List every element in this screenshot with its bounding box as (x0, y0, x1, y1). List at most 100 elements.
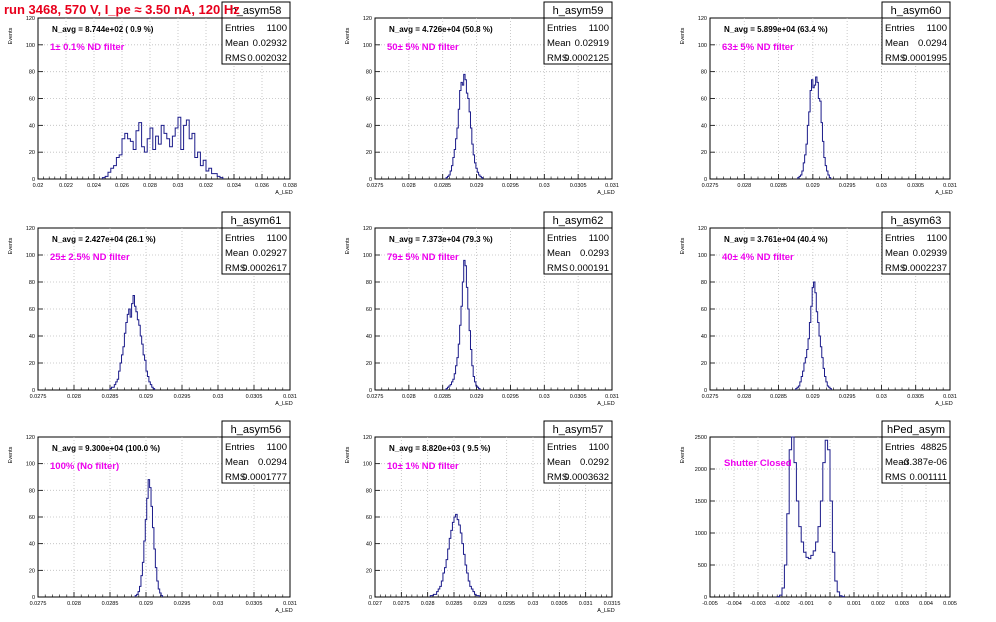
y-tick-label: 40 (29, 123, 35, 129)
x-tick-label: 0.0285 (102, 394, 119, 400)
histogram-panel-h_asym63: 0.0275 0.028 0.0285 0.029 0.0295 0.03 0.0305 0.… (680, 211, 957, 407)
x-tick-label: 0.03 (539, 183, 550, 189)
stats-box (543, 436, 613, 484)
stats-box (881, 436, 951, 484)
y-tick-label: 0 (32, 595, 35, 601)
histogram-name: h_asym60 (891, 5, 942, 17)
stats-label: Mean (225, 38, 249, 49)
n-avg-label: N_avg = 9.300e+04 (100.0 %) (52, 444, 160, 453)
x-tick-label: 0.036 (255, 183, 269, 189)
y-tick-label: 100 (363, 253, 372, 259)
histogram-name: hPed_asym (887, 424, 945, 436)
stats-box (543, 17, 613, 65)
x-tick-label: 0.0285 (102, 601, 119, 607)
histogram-name: h_asym58 (231, 5, 282, 17)
y-tick-label: 100 (26, 462, 35, 468)
x-tick-label: 0.0275 (30, 394, 47, 400)
x-tick-label: 0.004 (919, 601, 933, 607)
histogram-series (109, 295, 156, 390)
y-axis-label: Events (680, 237, 686, 254)
y-tick-label: 100 (26, 253, 35, 259)
y-axis-label: Events (345, 237, 351, 254)
x-tick-label: -0.001 (798, 601, 814, 607)
stats-value: 0.0292 (580, 457, 609, 468)
y-tick-label: 20 (366, 361, 372, 367)
histogram-series (445, 259, 481, 390)
y-tick-label: 60 (701, 97, 707, 103)
stats-value: 0.0002125 (564, 53, 609, 64)
y-axis-label: Events (680, 446, 686, 463)
x-tick-label: 0.03 (173, 183, 184, 189)
y-tick-label: 120 (698, 226, 707, 232)
x-tick-label: 0.002 (871, 601, 885, 607)
y-tick-label: 2500 (695, 435, 707, 441)
y-tick-label: 0 (704, 388, 707, 394)
y-axis-label: Events (8, 27, 14, 44)
histogram-panel-h_asym57: 0.027 0.0275 0.028 0.0285 0.029 0.0295 0.03 0.0… (345, 420, 620, 614)
x-tick-label: 0.0275 (702, 183, 719, 189)
stats-label: Mean (547, 457, 571, 468)
histogram-panel-hPed_asym: -0.005 -0.004 -0.003 -0.002 -0.001 0 0.001 0.00… (680, 420, 957, 607)
y-tick-label: 0 (704, 177, 707, 183)
y-tick-label: 80 (29, 280, 35, 286)
y-tick-label: 120 (26, 226, 35, 232)
y-tick-label: 100 (363, 462, 372, 468)
x-tick-label: 0.03 (539, 394, 550, 400)
x-tick-label: 0.0275 (30, 601, 47, 607)
x-tick-label: 0.0275 (367, 183, 384, 189)
run-title: run 3468, 570 V, I_pe ≈ 3.50 nA, 120 Hz (4, 2, 240, 17)
x-axis-label: A_LED (597, 401, 614, 407)
y-tick-label: 40 (366, 123, 372, 129)
x-tick-label: 0.0305 (907, 183, 924, 189)
histogram-series (795, 281, 832, 390)
x-tick-label: 0.028 (143, 183, 157, 189)
x-tick-label: 0.03 (876, 394, 887, 400)
x-tick-label: 0.0305 (570, 394, 587, 400)
stats-label: RMS (547, 53, 568, 64)
stats-value: 0.001111 (909, 472, 947, 483)
x-tick-label: 0.0285 (434, 183, 451, 189)
x-tick-label: 0.026 (115, 183, 129, 189)
x-tick-label: 0.028 (67, 394, 81, 400)
x-tick-label: 0.031 (579, 601, 593, 607)
filter-note: 50± 5% ND filter (387, 42, 459, 53)
stats-value: 48825 (921, 442, 947, 453)
x-tick-label: -0.005 (702, 601, 718, 607)
y-axis-label: Events (8, 237, 14, 254)
filter-note: 1± 0.1% ND filter (50, 42, 125, 53)
y-tick-label: 500 (698, 563, 707, 569)
x-tick-label: 0.031 (605, 183, 619, 189)
y-tick-label: 20 (701, 150, 707, 156)
x-tick-label: 0.0285 (434, 394, 451, 400)
x-axis-label: A_LED (935, 401, 952, 407)
stats-value: 0.02939 (913, 248, 947, 259)
y-tick-label: 80 (29, 70, 35, 76)
histogram-name: h_asym63 (891, 215, 942, 227)
histogram-series (797, 76, 832, 179)
x-tick-label: 0.03 (213, 601, 224, 607)
y-tick-label: 0 (32, 177, 35, 183)
y-tick-label: 120 (698, 16, 707, 22)
y-tick-label: 120 (26, 435, 35, 441)
x-tick-label: 0.003 (895, 601, 909, 607)
histogram-name: h_asym57 (553, 424, 604, 436)
x-tick-label: 0.0295 (502, 183, 519, 189)
y-tick-label: 40 (29, 334, 35, 340)
x-tick-label: 0.024 (87, 183, 101, 189)
y-tick-label: 60 (366, 307, 372, 313)
stats-value: 0.002032 (247, 53, 287, 64)
x-tick-label: 0.031 (283, 601, 297, 607)
y-tick-label: 40 (29, 542, 35, 548)
stats-value: 0.0001995 (902, 53, 947, 64)
x-tick-label: 0.0305 (907, 394, 924, 400)
x-tick-label: 0.028 (67, 601, 81, 607)
y-tick-label: 0 (32, 388, 35, 394)
x-tick-label: 0.0305 (570, 183, 587, 189)
stats-value: 0.0002617 (242, 263, 287, 274)
x-tick-label: 0.029 (139, 601, 153, 607)
x-tick-label: -0.003 (750, 601, 766, 607)
y-tick-label: 80 (701, 70, 707, 76)
x-tick-label: 0.029 (473, 601, 487, 607)
y-tick-label: 120 (363, 435, 372, 441)
stats-label: Entries (885, 23, 915, 34)
